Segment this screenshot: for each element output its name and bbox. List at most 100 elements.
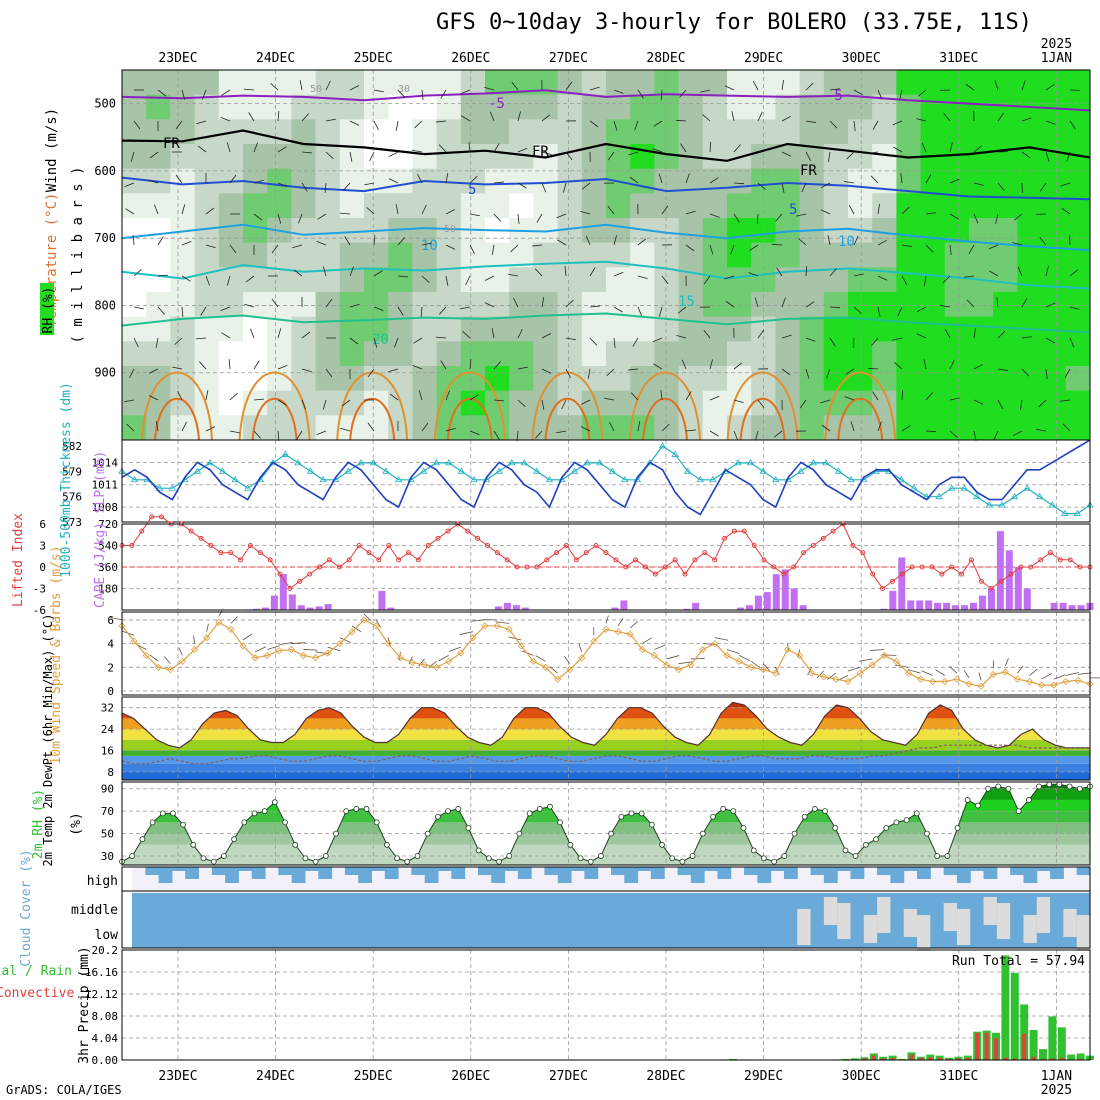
wind-barb xyxy=(944,328,951,339)
rh-shade-cell xyxy=(460,70,486,96)
rh-shade-cell xyxy=(243,94,268,120)
wind-barb xyxy=(661,423,670,432)
thickness-marker xyxy=(218,467,227,474)
wind-barb xyxy=(973,363,984,370)
rh-shade-cell xyxy=(751,70,776,96)
rh-shade-cell xyxy=(872,218,897,244)
wind-barb xyxy=(493,143,500,153)
wind-barb xyxy=(589,120,599,128)
rh-shade-cell xyxy=(848,168,873,194)
thickness-tick-label: 576 xyxy=(62,491,82,504)
rh-marker xyxy=(750,847,757,854)
wind-barb xyxy=(277,430,280,441)
wind-barb-10m xyxy=(351,625,362,633)
wind-barb xyxy=(563,182,567,193)
rh-shade-cell xyxy=(485,341,510,367)
rh-shade-cell xyxy=(727,242,752,268)
contour-label: 50 xyxy=(310,84,322,95)
thickness-marker xyxy=(847,476,855,483)
cloud-high-cell xyxy=(943,867,958,875)
cape-bar xyxy=(1023,588,1031,610)
wind-barb xyxy=(964,275,975,278)
rh-marker xyxy=(353,806,360,812)
cloud-frame xyxy=(121,866,1091,949)
rh-shade-cell xyxy=(944,242,970,268)
cape-bar xyxy=(315,606,323,610)
wind-barb xyxy=(733,430,739,441)
rh-shade-cell xyxy=(775,144,801,170)
wind-barb xyxy=(517,328,523,339)
thickness-marker xyxy=(294,459,302,466)
wind-barb xyxy=(534,268,543,277)
rh-shade-cell xyxy=(485,193,510,219)
cape-bar xyxy=(1050,602,1058,610)
temp-band xyxy=(122,739,1090,751)
precip-tick-label: 20.2 xyxy=(92,944,119,957)
thickness-marker xyxy=(709,476,717,483)
wind-barb xyxy=(781,151,792,157)
wind-barb xyxy=(973,399,984,405)
rh-shade-cell xyxy=(896,366,922,392)
wind-barb xyxy=(680,143,687,153)
rh-shade-cell xyxy=(630,94,655,120)
contour-label: FR xyxy=(532,144,549,160)
lifted-index-marker xyxy=(731,528,737,534)
rh-shade-cell xyxy=(170,390,196,416)
rh-marker xyxy=(913,810,920,817)
cloud-high-cell xyxy=(491,867,506,883)
wind-barb xyxy=(826,368,831,379)
wind-barb xyxy=(155,421,159,432)
cloud-clear-cell xyxy=(797,909,811,945)
rh-shade-cell xyxy=(920,168,946,194)
lifted-index-marker xyxy=(593,543,599,548)
wind-barb xyxy=(270,83,279,91)
wind-speed-marker xyxy=(396,654,404,662)
wind-barb xyxy=(949,397,960,401)
date-label-top: 1JAN xyxy=(1041,51,1072,66)
ylabel-rh: RH (%) xyxy=(41,287,56,334)
rh-shade-cell xyxy=(944,267,970,293)
lifted-index-marker xyxy=(573,557,579,563)
ylabel-thickness: 1000-500mb Thickness (dm) xyxy=(59,382,74,578)
rh-shade-cell xyxy=(267,415,292,441)
thickness-marker xyxy=(168,484,176,491)
thickness-marker xyxy=(772,476,780,483)
wind-barb xyxy=(126,423,135,432)
rh-shade-cell xyxy=(315,415,341,441)
wind-barb-10m xyxy=(1041,673,1052,680)
cape-bar xyxy=(754,595,762,610)
cloud-high-cell xyxy=(171,867,186,871)
rh-shade-cell xyxy=(122,267,147,293)
rh-shade-cell xyxy=(993,390,1018,416)
rh-shade-cell xyxy=(993,242,1018,268)
wind-barb-10m xyxy=(363,613,372,622)
rh-shade-cell xyxy=(581,193,607,219)
wind-barb xyxy=(293,269,303,277)
rh-marker xyxy=(669,855,676,862)
thickness-marker xyxy=(193,467,202,474)
wind-barb xyxy=(296,430,303,440)
rh-shade-cell xyxy=(412,94,438,120)
wind-barb-10m xyxy=(714,637,729,641)
rh-shade-cell xyxy=(194,242,220,268)
wind-speed-marker xyxy=(662,661,671,669)
rh-shade-cell xyxy=(460,119,486,145)
wind-barb-10m xyxy=(629,621,638,629)
precip-convective-bar xyxy=(918,1057,923,1060)
rh-shade-cell xyxy=(944,316,970,342)
li-tick-label: -6 xyxy=(33,604,46,617)
lifted-index-marker xyxy=(317,564,323,570)
cloud-high-cell xyxy=(438,867,452,871)
rh-shade-cell xyxy=(702,341,728,367)
cloud-high-cell xyxy=(571,867,585,871)
wind-barb xyxy=(776,267,783,277)
rh-shade-cell xyxy=(848,267,873,293)
wind-barb xyxy=(253,360,260,370)
rh-shade-cell xyxy=(872,341,897,367)
wind-barb xyxy=(1069,269,1079,277)
rh-shade-cell xyxy=(460,168,486,194)
wind-barb xyxy=(253,179,264,184)
wind-barb-10m xyxy=(963,670,970,679)
wind-barb xyxy=(157,236,164,246)
precip-convective-bar xyxy=(937,1057,942,1060)
